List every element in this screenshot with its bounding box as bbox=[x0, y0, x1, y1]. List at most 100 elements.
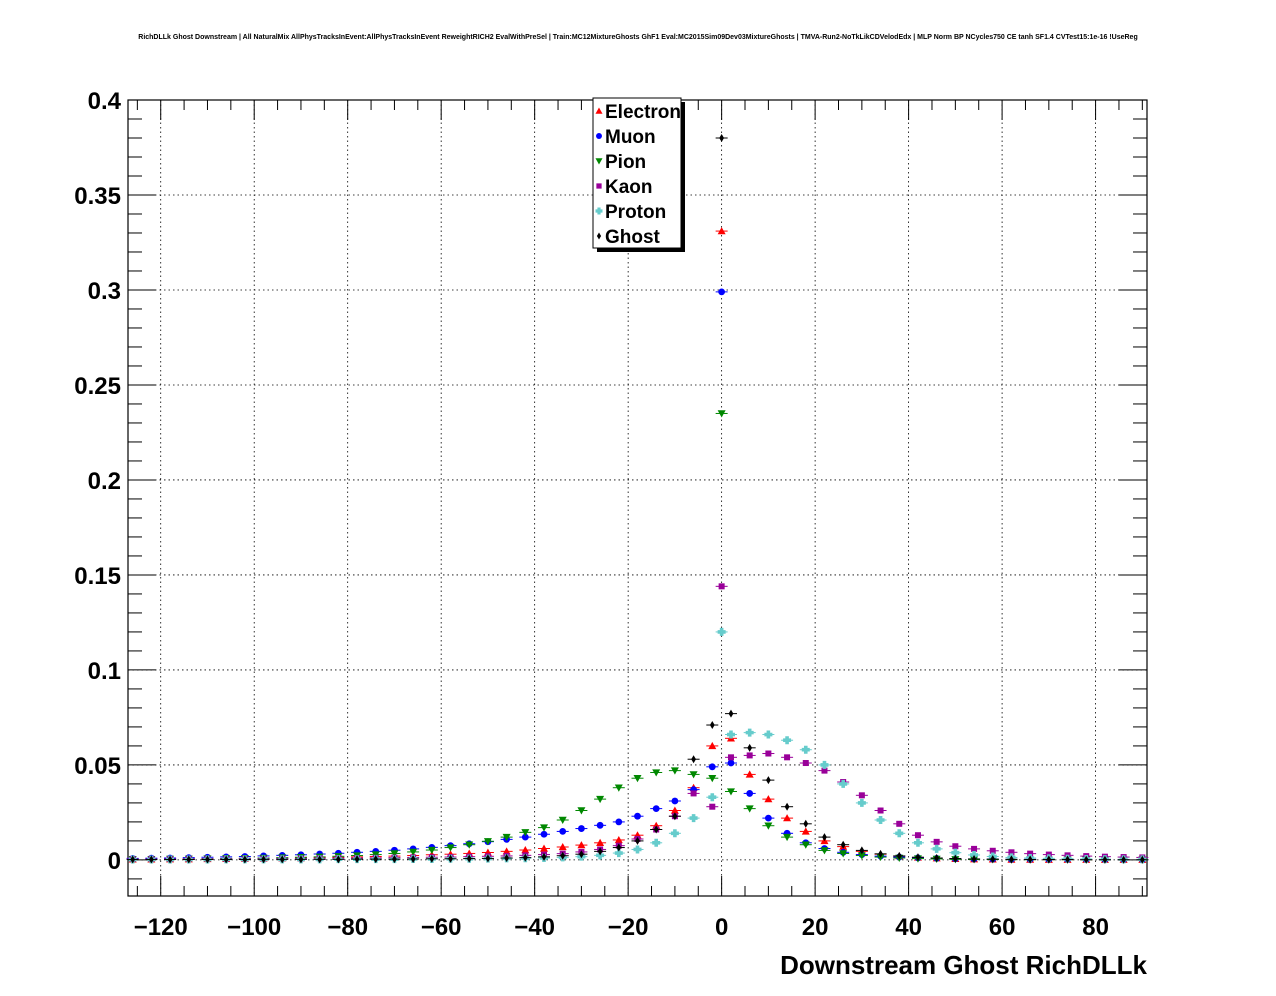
y-tick-label: 0.4 bbox=[88, 88, 122, 115]
data-point bbox=[577, 807, 586, 815]
data-point bbox=[783, 814, 792, 822]
data-point bbox=[839, 779, 848, 788]
data-point bbox=[429, 854, 435, 863]
data-point bbox=[540, 844, 549, 852]
data-point bbox=[670, 767, 679, 775]
data-point bbox=[745, 770, 754, 778]
data-point bbox=[335, 855, 341, 864]
x-tick-label: 40 bbox=[895, 914, 922, 941]
data-point bbox=[726, 730, 735, 739]
data-point bbox=[1027, 850, 1034, 857]
data-point bbox=[691, 755, 696, 764]
legend-label-pion: Pion bbox=[605, 152, 646, 173]
data-point bbox=[727, 754, 734, 761]
data-point bbox=[522, 853, 528, 862]
data-point bbox=[653, 825, 659, 834]
x-tick-label: 20 bbox=[802, 914, 829, 941]
series-ghost bbox=[126, 133, 1149, 864]
data-point bbox=[560, 851, 566, 860]
data-point bbox=[578, 825, 585, 832]
data-point bbox=[764, 730, 773, 739]
data-point bbox=[689, 814, 698, 823]
data-point bbox=[634, 812, 641, 820]
data-point bbox=[559, 828, 567, 835]
data-point bbox=[596, 821, 604, 829]
data-point bbox=[784, 802, 790, 811]
data-point bbox=[317, 855, 323, 864]
data-point bbox=[521, 833, 529, 841]
data-point bbox=[298, 855, 304, 864]
data-point bbox=[745, 728, 754, 737]
data-point bbox=[765, 750, 772, 757]
data-point bbox=[934, 854, 940, 863]
data-point bbox=[1065, 855, 1070, 864]
data-point bbox=[614, 835, 623, 844]
data-point bbox=[801, 827, 810, 835]
data-point bbox=[485, 854, 491, 863]
data-point bbox=[857, 852, 866, 860]
data-point bbox=[952, 843, 959, 850]
data-point bbox=[223, 855, 229, 864]
data-point bbox=[504, 854, 510, 863]
data-point bbox=[671, 797, 679, 805]
data-point bbox=[1009, 855, 1014, 864]
data-point bbox=[933, 838, 940, 845]
legend-label-proton: Proton bbox=[605, 202, 666, 223]
x-tick-label: −120 bbox=[134, 914, 188, 941]
data-point bbox=[746, 752, 753, 759]
data-point bbox=[446, 844, 455, 852]
legend-label-muon: Muon bbox=[605, 127, 656, 148]
data-point bbox=[784, 754, 791, 761]
data-point bbox=[652, 805, 660, 813]
data-point bbox=[745, 805, 754, 813]
data-point bbox=[672, 812, 678, 821]
legend-marker-muon bbox=[596, 133, 602, 139]
data-point bbox=[765, 776, 771, 785]
data-point bbox=[859, 846, 865, 855]
data-point bbox=[858, 792, 865, 799]
data-point bbox=[558, 816, 567, 825]
data-point bbox=[577, 841, 586, 849]
data-point bbox=[541, 852, 547, 861]
data-point bbox=[465, 841, 474, 849]
data-point bbox=[689, 771, 698, 779]
data-point bbox=[690, 790, 697, 797]
data-point bbox=[1046, 855, 1052, 864]
data-point bbox=[708, 763, 716, 771]
series-pion bbox=[126, 410, 1149, 864]
data-point bbox=[783, 833, 792, 842]
data-point bbox=[502, 833, 511, 842]
legend-marker-proton bbox=[595, 207, 603, 215]
data-point bbox=[186, 855, 192, 864]
data-point bbox=[990, 855, 996, 864]
data-point bbox=[857, 798, 866, 807]
data-point bbox=[801, 841, 810, 849]
data-point bbox=[747, 743, 753, 752]
data-point bbox=[652, 769, 661, 777]
x-tick-label: −80 bbox=[327, 914, 368, 941]
data-point bbox=[717, 410, 726, 418]
data-point bbox=[876, 816, 885, 825]
data-point bbox=[616, 843, 622, 852]
data-point bbox=[971, 845, 978, 852]
data-point bbox=[427, 846, 436, 855]
data-point bbox=[596, 795, 605, 804]
legend-label-ghost: Ghost bbox=[605, 227, 661, 248]
y-tick-label: 0.05 bbox=[74, 753, 121, 780]
chart-title: RichDLLk Ghost Downstream | All NaturalM… bbox=[138, 34, 1138, 41]
data-point bbox=[709, 721, 715, 730]
data-point bbox=[764, 795, 773, 803]
legend-marker-kaon bbox=[596, 183, 602, 189]
data-point bbox=[392, 855, 397, 864]
data-point bbox=[521, 829, 530, 837]
data-point bbox=[652, 838, 661, 847]
data-point bbox=[915, 853, 921, 862]
data-point bbox=[614, 784, 623, 792]
data-point bbox=[896, 851, 902, 860]
data-point bbox=[952, 854, 958, 863]
data-point bbox=[821, 767, 828, 774]
y-tick-label: 0.2 bbox=[88, 468, 121, 495]
data-point bbox=[596, 838, 605, 847]
y-tick-label: 0.15 bbox=[74, 563, 121, 590]
